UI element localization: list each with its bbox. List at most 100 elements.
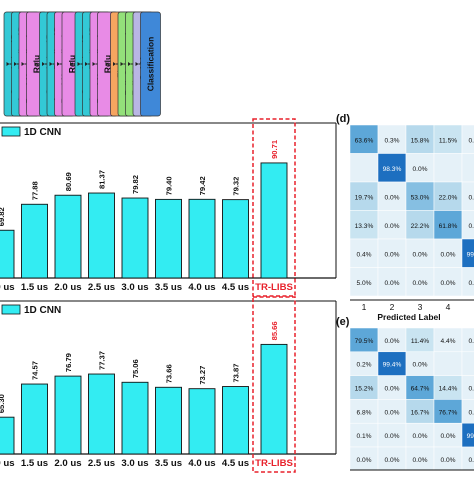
- x-tick-label: 4.0 us: [188, 282, 215, 293]
- legend-label: 1D CNN: [24, 127, 61, 138]
- bar: [89, 193, 115, 278]
- legend-swatch: [2, 305, 20, 314]
- network-architecture-diagram: Convolution 1DAveragePooling 1DBatchNorm…: [4, 12, 161, 116]
- heatmap-cell-value: 0.0%: [356, 457, 371, 464]
- heatmap-cell-value: 11.5%: [439, 137, 457, 144]
- heatmap-cell-value: 0.0%: [468, 386, 474, 393]
- heatmap-cell-value: 15.2%: [355, 386, 374, 393]
- heatmap-cell-value: 4.4%: [440, 338, 455, 345]
- panel-label: (d): [336, 113, 350, 125]
- x-tick-label: TR-LIBS: [255, 282, 293, 293]
- heatmap-cell-value: 0.0%: [384, 409, 399, 416]
- data-label: 77.88: [31, 181, 40, 200]
- data-label: 74.57: [31, 361, 40, 380]
- data-label: 76.79: [64, 353, 73, 372]
- legend-label: 1D CNN: [24, 305, 61, 316]
- heatmap-cell-value: 0.0%: [468, 137, 474, 144]
- heatmap-cell: [434, 352, 462, 376]
- x-tick-label: 2.5 us: [88, 282, 115, 293]
- x-tick-label: 4.5 us: [222, 282, 249, 293]
- heatmap-cell-value: 99.3%: [467, 433, 474, 440]
- heatmap-cell-value: 0.0%: [468, 280, 474, 287]
- heatmap-cell-value: 0.0%: [384, 280, 399, 287]
- bar: [156, 199, 182, 278]
- heatmap-cell-value: 0.0%: [468, 194, 474, 201]
- heatmap-cell-value: 0.0%: [384, 251, 399, 258]
- heatmap-cell-value: 0.0%: [384, 433, 399, 440]
- bar: [0, 417, 14, 454]
- x-tick-label: 1.0 us: [0, 458, 15, 469]
- x-tick-label: 3.0 us: [121, 458, 148, 469]
- heatmap-cell-value: 0.0%: [412, 280, 427, 287]
- data-label: 85.66: [270, 321, 279, 340]
- x-tick-label: 1.5 us: [21, 458, 48, 469]
- bar: [223, 200, 249, 278]
- heatmap-cell-value: 14.4%: [439, 386, 458, 393]
- heatmap-cell-value: 63.6%: [355, 137, 374, 144]
- heatmap-cell-value: 0.0%: [412, 362, 427, 369]
- legend-swatch: [2, 127, 20, 136]
- heatmap-cell-value: 11.4%: [411, 338, 429, 345]
- x-tick-label: 3.0 us: [121, 282, 148, 293]
- heatmap-cell-value: 61.8%: [439, 223, 458, 230]
- heatmap-cell-value: 0.1%: [356, 433, 371, 440]
- bar: [55, 376, 81, 454]
- heatmap-cell-value: 0.0%: [440, 251, 455, 258]
- heatmap-cell-value: 0.0%: [440, 457, 455, 464]
- heatmap-cell-value: 0.0%: [412, 251, 427, 258]
- panel-label: (e): [336, 316, 350, 328]
- heatmap-cell: [462, 154, 474, 183]
- heatmap-x-tick: 2: [390, 302, 395, 312]
- bar: [0, 230, 14, 278]
- bar: [122, 382, 148, 454]
- data-label: 79.32: [232, 177, 241, 196]
- heatmap-x-label: Predicted Label: [377, 312, 440, 322]
- x-tick-label: 2.0 us: [54, 458, 81, 469]
- bar: [89, 374, 115, 454]
- heatmap-cell-value: 79.5%: [355, 338, 374, 345]
- heatmap-cell: [350, 154, 378, 183]
- heatmap-cell-value: 0.0%: [412, 457, 427, 464]
- data-label: 79.42: [198, 176, 207, 195]
- bar: [189, 389, 215, 454]
- heatmap-x-tick: 1: [362, 302, 367, 312]
- heatmap-cell-value: 53.0%: [411, 194, 430, 201]
- heatmap-cell-value: 0.4%: [356, 251, 371, 258]
- heatmap-cell-value: 76.7%: [439, 409, 458, 416]
- data-label: 90.71: [270, 139, 279, 159]
- bar: [223, 387, 249, 454]
- heatmap-cell-value: 19.7%: [355, 194, 374, 201]
- heatmap-cell-value: 98.3%: [383, 166, 402, 173]
- heatmap-cell-value: 0.0%: [440, 433, 455, 440]
- confusion-matrix-d: (d) 63.6% 0.3% 15.8% 11.5% 0.0% 98.3% 0.0% 19.7%…: [336, 113, 474, 322]
- heatmap-x-tick: 3: [418, 302, 423, 312]
- heatmap-cell-value: 22.0%: [439, 194, 458, 201]
- heatmap-cell-value: 64.7%: [411, 386, 430, 393]
- x-tick-label: 1.5 us: [21, 282, 48, 293]
- heatmap-cell-value: 15.8%: [411, 137, 430, 144]
- heatmap-cell-value: 0.0%: [384, 194, 399, 201]
- heatmap-cell-value: 16.7%: [411, 409, 430, 416]
- x-tick-label: 3.5 us: [155, 282, 182, 293]
- heatmap-cell-value: 0.0%: [468, 409, 474, 416]
- bar: [22, 384, 48, 454]
- x-tick-label: 4.0 us: [188, 458, 215, 469]
- confusion-matrix-e: (e)79.5%0.0%11.4%4.4%0.0%0.2%99.4%0.0%15…: [336, 316, 474, 474]
- heatmap-cell-value: 0.0%: [412, 433, 427, 440]
- heatmap-cell-value: 0.3%: [384, 137, 399, 144]
- x-tick-label: TR-LIBS: [255, 458, 293, 469]
- x-tick-label: 2.0 us: [54, 282, 81, 293]
- x-tick-label: 1.0 us: [0, 282, 15, 293]
- heatmap-cell-value: 0.2%: [356, 362, 371, 369]
- data-label: 65.30: [0, 394, 6, 413]
- bar: [261, 163, 287, 278]
- bar: [156, 387, 182, 454]
- heatmap-cell-value: 5.0%: [356, 280, 371, 287]
- data-label: 79.40: [165, 176, 174, 195]
- bar: [22, 204, 48, 278]
- heatmap-cell-value: 0.0%: [412, 166, 427, 173]
- heatmap-cell-value: 0.0%: [468, 338, 474, 345]
- data-label: 81.37: [98, 170, 107, 189]
